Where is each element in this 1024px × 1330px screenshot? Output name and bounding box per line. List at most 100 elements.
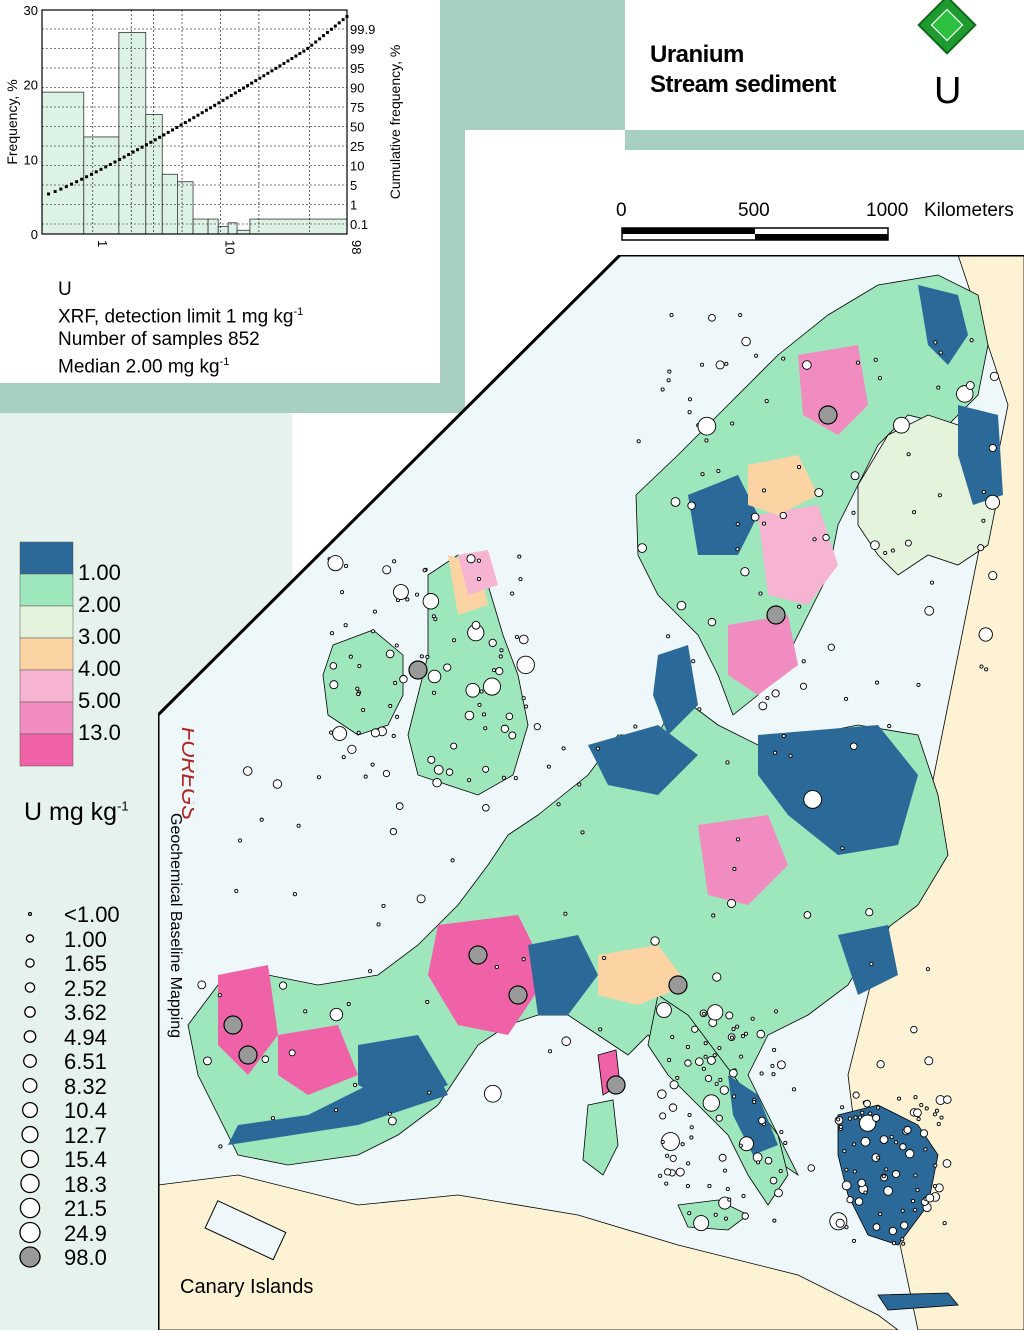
- sample-point: [707, 617, 717, 627]
- sample-point: [884, 1167, 889, 1172]
- sample-point: [740, 1034, 746, 1039]
- sample-point: [725, 1011, 734, 1020]
- sample-point: [925, 967, 930, 972]
- size-class-symbol: [21, 1125, 39, 1144]
- cumulative-point: [85, 175, 89, 179]
- cumulative-point: [171, 128, 175, 132]
- sample-point: [388, 703, 393, 709]
- sample-point: [779, 511, 787, 520]
- title-line1: Uranium: [650, 41, 744, 68]
- sample-point: [372, 609, 377, 614]
- zone-blue-norway: [688, 475, 758, 555]
- sample-point: [801, 659, 806, 664]
- sample-point: [482, 677, 501, 696]
- sample-point: [852, 1091, 860, 1099]
- cumulative-point: [329, 27, 333, 31]
- sample-point: [395, 714, 400, 719]
- sample-point: [761, 521, 767, 526]
- zone-pink-sweden-mid: [758, 505, 838, 605]
- sample-point: [730, 421, 735, 426]
- cumulative-point: [64, 185, 68, 189]
- sample-point: [985, 494, 1000, 510]
- sample-point: [934, 1108, 940, 1113]
- histogram-bar: [207, 218, 219, 235]
- zone-pink-portugal: [218, 965, 278, 1075]
- sample-point: [450, 742, 458, 750]
- sample-point: [770, 1063, 775, 1068]
- sample-point: [865, 908, 874, 917]
- sample-point: [343, 623, 348, 628]
- sample-point: [752, 1152, 763, 1163]
- sample-point: [754, 353, 759, 358]
- size-class-label: 8.32: [64, 1073, 107, 1099]
- cum-tick-label: 99: [350, 42, 364, 57]
- sample-point: [896, 1096, 902, 1101]
- color-class-swatch: [19, 701, 74, 735]
- sample-point: [863, 1099, 871, 1108]
- color-class-label: 5.00: [78, 688, 121, 713]
- sample-point: [772, 750, 778, 755]
- sample-point: [521, 957, 526, 962]
- cumulative-point: [144, 143, 148, 147]
- sample-point: [514, 634, 520, 640]
- size-class-label: 10.4: [64, 1098, 107, 1123]
- sample-point: [524, 704, 529, 709]
- sample-point: [842, 1149, 847, 1154]
- cumulative-point: [325, 30, 329, 34]
- color-class-label: 2.00: [78, 592, 121, 617]
- cum-tick-label: 90: [350, 81, 364, 96]
- cumulative-point: [136, 148, 140, 152]
- sample-point: [425, 654, 430, 659]
- sample-point: [329, 662, 338, 670]
- sample-point: [666, 378, 671, 383]
- histogram-bar: [192, 218, 209, 235]
- sample-point: [814, 488, 824, 498]
- color-legend: [19, 541, 74, 767]
- sample-point: [595, 746, 600, 751]
- size-class-symbol: [23, 1030, 37, 1043]
- sample-point: [425, 999, 430, 1005]
- sample-point: [491, 668, 497, 673]
- sample-point: [714, 1081, 719, 1086]
- sample-point: [846, 1196, 854, 1204]
- sample-point: [700, 472, 705, 477]
- sample-point: [764, 399, 769, 404]
- x-tick-label: 98: [349, 240, 364, 254]
- sample-point: [660, 1139, 665, 1145]
- sample-point: [850, 742, 858, 750]
- sample-point: [876, 1105, 881, 1110]
- cumulative-point: [242, 86, 246, 90]
- cumulative-point: [233, 91, 237, 95]
- sample-point: [859, 1114, 877, 1132]
- sample-point: [355, 686, 360, 691]
- sample-point: [756, 1160, 761, 1165]
- sample-point: [981, 489, 986, 494]
- sample-point: [783, 1140, 788, 1145]
- sample-point: [732, 866, 737, 872]
- sample-point: [445, 768, 454, 776]
- sample-point: [664, 1168, 672, 1176]
- y-tick-label: 10: [24, 152, 38, 167]
- cumulative-point: [89, 172, 93, 176]
- size-class-symbol: [19, 1221, 41, 1244]
- canary-islands-label: Canary Islands: [180, 1276, 313, 1298]
- sample-point: [910, 1025, 918, 1034]
- cumulative-point: [262, 74, 266, 78]
- cum-tick-label: 99.9: [350, 22, 375, 37]
- sample-point: [807, 1164, 816, 1172]
- samples-text: Number of samples 852: [58, 329, 260, 351]
- cumulative-point: [213, 103, 217, 107]
- symbol-legend: [19, 911, 41, 1268]
- sample-point: [876, 1060, 885, 1069]
- sample-point: [711, 913, 716, 918]
- sample-point: [812, 537, 817, 542]
- sample-point: [687, 397, 693, 402]
- sample-point-max: [606, 1075, 626, 1095]
- sample-point: [675, 1167, 685, 1177]
- sample-point: [353, 1082, 358, 1088]
- sample-point: [715, 360, 725, 370]
- color-class-swatch: [19, 669, 74, 703]
- cumulative-point: [333, 24, 337, 28]
- cumulative-point: [149, 140, 153, 144]
- sample-point: [577, 782, 582, 787]
